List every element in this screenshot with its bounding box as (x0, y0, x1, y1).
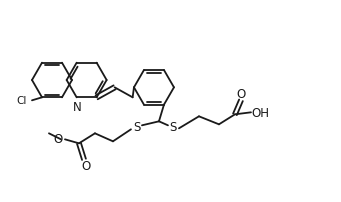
Text: O: O (236, 87, 246, 100)
Text: O: O (54, 132, 63, 145)
Text: O: O (81, 159, 91, 172)
Text: S: S (133, 120, 140, 133)
Text: N: N (73, 101, 82, 114)
Text: S: S (169, 120, 177, 133)
Text: Cl: Cl (17, 96, 27, 106)
Text: OH: OH (251, 106, 269, 119)
